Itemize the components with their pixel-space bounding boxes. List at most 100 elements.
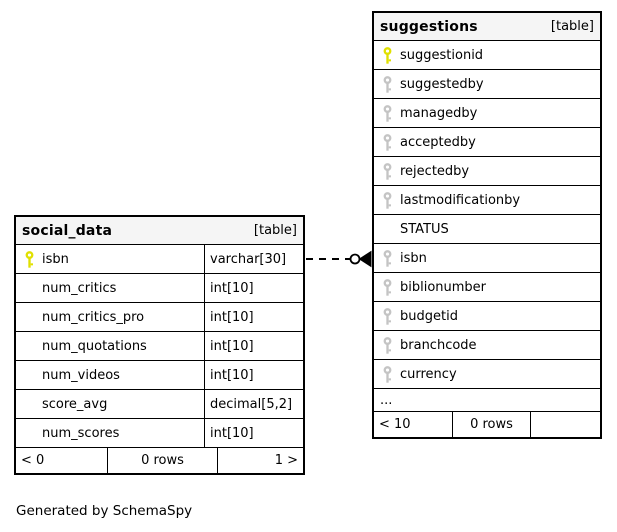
column-type: varchar[30] [204, 245, 303, 273]
column-name: budgetid [400, 308, 458, 324]
index-key-icon [374, 249, 400, 267]
column-name-cell: num_videos [42, 361, 204, 389]
column-name-cell: num_critics_pro [42, 303, 204, 331]
footer-parents-count: 1 > [217, 448, 303, 473]
column-name: num_critics_pro [42, 309, 145, 325]
column-row-num_scores: num_scores int[10] [16, 419, 303, 448]
column-name-cell: num_scores [42, 419, 204, 447]
table-social-data-footer: < 0 0 rows 1 > [16, 448, 303, 473]
table-suggestions-rows: suggestionid suggestedby managedby accepted… [374, 41, 600, 389]
table-name[interactable]: social_data [22, 222, 113, 239]
column-row-isbn: isbn varchar[30] [16, 245, 303, 274]
column-name-cell: rejectedby [400, 157, 600, 185]
column-row-isbn: isbn [374, 244, 600, 273]
column-name: STATUS [400, 221, 449, 237]
index-key-icon [374, 365, 400, 383]
footer-children-count: < 10 [379, 417, 411, 432]
column-name-cell: lastmodificationby [400, 186, 600, 214]
column-name: branchcode [400, 337, 477, 353]
column-name-cell: isbn [400, 244, 600, 272]
column-name: managedby [400, 105, 478, 121]
column-name-cell: num_quotations [42, 332, 204, 360]
table-type-tag: [table] [550, 19, 594, 34]
column-type: int[10] [204, 274, 303, 302]
index-key-icon [374, 336, 400, 354]
index-key-icon [374, 191, 400, 209]
footer-row-count: 0 rows [107, 448, 217, 473]
table-social-data[interactable]: social_data [table] isbn varchar[30] num_c… [14, 215, 305, 475]
column-name: currency [400, 366, 457, 382]
relationship-arrowhead [358, 250, 372, 268]
column-name-cell: budgetid [400, 302, 600, 330]
primary-key-icon [16, 250, 42, 268]
column-name: biblionumber [400, 279, 487, 295]
index-key-icon [374, 75, 400, 93]
column-row-suggestedby: suggestedby [374, 70, 600, 99]
column-name-cell: branchcode [400, 331, 600, 359]
column-name: isbn [42, 251, 69, 267]
column-name-cell: suggestionid [400, 41, 600, 69]
footer-parents-count [530, 412, 600, 437]
column-name-cell: isbn [42, 245, 204, 273]
column-row-num_quotations: num_quotations int[10] [16, 332, 303, 361]
table-social-data-header[interactable]: social_data [table] [16, 217, 303, 245]
footer-children-count: < 0 [21, 453, 45, 468]
index-key-icon [374, 104, 400, 122]
relationship-connector [306, 250, 372, 268]
column-row-STATUS: STATUS [374, 215, 600, 244]
index-key-icon [374, 133, 400, 151]
column-row-score_avg: score_avg decimal[5,2] [16, 390, 303, 419]
column-name: acceptedby [400, 134, 476, 150]
table-suggestions[interactable]: suggestions [table] suggestionid suggeste… [372, 11, 602, 439]
table-suggestions-header[interactable]: suggestions [table] [374, 13, 600, 41]
index-key-icon [374, 162, 400, 180]
column-row-budgetid: budgetid [374, 302, 600, 331]
table-social-data-rows: isbn varchar[30] num_critics int[10] num_cri… [16, 245, 303, 448]
column-row-currency: currency [374, 360, 600, 389]
column-name-cell: biblionumber [400, 273, 600, 301]
column-name: suggestedby [400, 76, 484, 92]
index-key-icon [374, 278, 400, 296]
column-type: decimal[5,2] [204, 390, 303, 418]
column-row-acceptedby: acceptedby [374, 128, 600, 157]
column-name: suggestionid [400, 47, 484, 63]
column-row-biblionumber: biblionumber [374, 273, 600, 302]
column-name: num_critics [42, 280, 117, 296]
column-name: num_quotations [42, 338, 147, 354]
primary-key-icon [374, 46, 400, 64]
column-name-cell: acceptedby [400, 128, 600, 156]
column-type: int[10] [204, 361, 303, 389]
column-name: num_videos [42, 367, 120, 383]
column-name: num_scores [42, 425, 120, 441]
relationship-circle [349, 253, 361, 265]
column-name-cell: score_avg [42, 390, 204, 418]
column-type: int[10] [204, 332, 303, 360]
column-row-branchcode: branchcode [374, 331, 600, 360]
ellipsis-row: ... [374, 389, 600, 412]
column-row-num_critics_pro: num_critics_pro int[10] [16, 303, 303, 332]
column-name: rejectedby [400, 163, 470, 179]
table-type-tag: [table] [253, 223, 297, 238]
table-suggestions-footer: < 10 0 rows [374, 412, 600, 437]
column-row-suggestionid: suggestionid [374, 41, 600, 70]
column-row-num_videos: num_videos int[10] [16, 361, 303, 390]
table-name[interactable]: suggestions [380, 18, 478, 35]
footer-row-count: 0 rows [452, 412, 530, 437]
column-name-cell: STATUS [400, 215, 600, 243]
column-row-rejectedby: rejectedby [374, 157, 600, 186]
generated-by-caption: Generated by SchemaSpy [16, 503, 193, 519]
column-row-lastmodificationby: lastmodificationby [374, 186, 600, 215]
index-key-icon [374, 307, 400, 325]
column-name-cell: currency [400, 360, 600, 388]
column-type: int[10] [204, 419, 303, 447]
column-name-cell: suggestedby [400, 70, 600, 98]
column-name: lastmodificationby [400, 192, 521, 208]
column-name-cell: num_critics [42, 274, 204, 302]
column-name-cell: managedby [400, 99, 600, 127]
column-type: int[10] [204, 303, 303, 331]
column-name: isbn [400, 250, 427, 266]
column-row-managedby: managedby [374, 99, 600, 128]
column-row-num_critics: num_critics int[10] [16, 274, 303, 303]
column-name: score_avg [42, 396, 108, 412]
